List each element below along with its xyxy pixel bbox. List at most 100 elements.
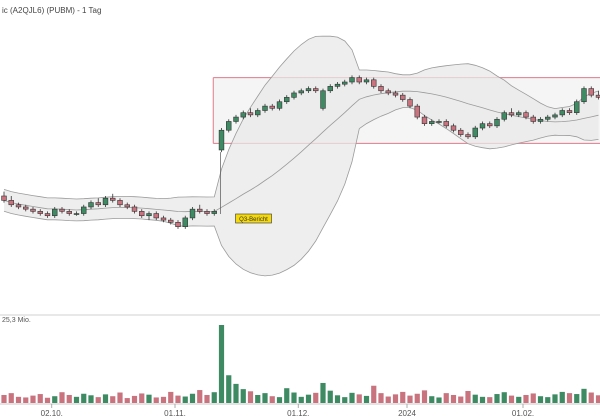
candle-body [52,208,58,217]
candle-body [385,90,391,94]
candle-body [450,125,457,131]
volume-bar [124,398,130,403]
volume-bar [334,395,341,403]
volume-bar [204,394,210,403]
volume-bar [305,394,312,403]
volume-bar [8,393,14,403]
volume-bar [523,394,529,403]
x-tick-label: 01.02. [512,409,534,418]
x-tick-label: 02.10. [41,409,63,418]
volume-bar [139,393,145,403]
volume-bar [81,393,87,403]
volume-bar [327,390,333,403]
candle-body [400,94,406,100]
volume-series [1,325,600,403]
candle-body [117,200,123,206]
volume-bar [342,397,348,403]
volume-bar [530,393,536,403]
volume-bar [443,393,449,403]
volume-bar [450,394,457,403]
candle-body [320,90,326,109]
candle-body [465,134,471,138]
candle-body [472,127,478,138]
volume-bar [1,394,7,403]
volume-bar [552,394,558,403]
candle-body [73,213,80,215]
candle-body [494,118,500,127]
volume-bar [458,396,464,403]
volume-bar [66,394,72,403]
candle-body [102,197,109,206]
candle-body [487,123,493,127]
candle-body [168,219,174,223]
candle-body [204,211,210,214]
volume-bar [595,395,600,403]
candle-body [37,211,43,214]
volume-bar [95,397,101,403]
annotation-box [235,213,272,224]
candle-body [342,81,348,85]
candle-body [378,86,384,92]
volume-bar [247,391,254,403]
volume-bar [255,394,261,403]
volume-bar [356,394,362,403]
volume-bar [175,395,181,403]
candle-body [429,121,435,124]
candle-body [218,129,225,151]
volume-bar [479,396,486,403]
candle-series [1,75,600,229]
candle-body [581,88,587,103]
candle-body [160,217,167,221]
candle-body [124,204,130,208]
candle-body [458,129,464,135]
band-fill [4,36,599,276]
volume-bar [436,397,442,403]
candle-body [371,79,377,87]
volume-bar [117,392,123,403]
candle-body [559,110,565,116]
volume-bar [320,382,326,403]
volume-bar [298,396,304,403]
candle-body [298,90,304,94]
volume-bar [349,392,355,403]
candle-body [146,213,152,217]
volume-bar [240,389,246,403]
candle-body [574,101,580,113]
volume-bar [371,385,377,403]
volume-bar [516,396,522,403]
x-axis-ticks: 02.10. 01.11. 01.12. 2024 01.02. [41,404,534,418]
volume-bar [168,391,174,403]
candle-body [407,99,413,107]
volume-bar [392,394,399,403]
volume-bar [472,394,478,403]
candle-body [197,208,203,212]
bollinger-band [3,35,599,277]
candle-body [284,97,290,103]
candle-body [537,118,544,122]
candle-body [66,211,72,214]
candle-body [139,211,145,217]
volume-bar [30,395,36,403]
x-tick-label: 01.11. [164,409,186,418]
volume-bar [197,390,203,403]
candle-body [356,77,362,83]
volume-bar [262,393,268,403]
candle-body [255,110,261,116]
candle-body [240,112,246,118]
candle-body [153,213,159,219]
x-tick-label: 01.12. [287,409,309,418]
volume-bar [52,396,58,403]
candle-body [15,204,22,208]
volume-bar [291,392,297,403]
candle-body [516,112,522,116]
volume-bar [182,396,188,403]
candle-body [421,116,428,124]
candle-body [262,105,268,111]
volume-bar [160,396,167,403]
candle-body [545,116,551,120]
volume-bar [559,391,565,403]
volume-bar [508,395,515,403]
candle-body [291,92,297,98]
candle-body [530,116,536,122]
